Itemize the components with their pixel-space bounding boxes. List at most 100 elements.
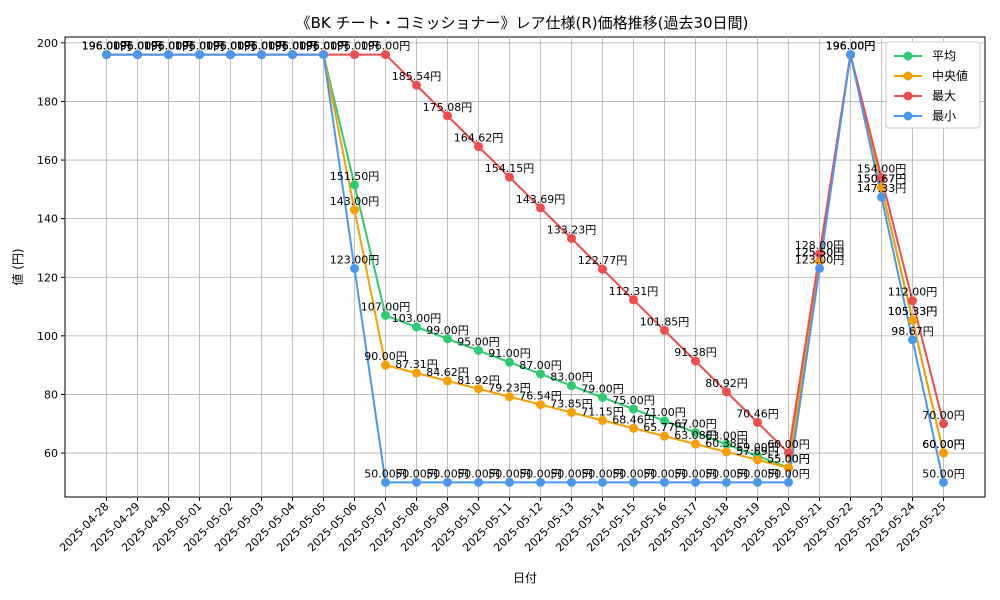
data-label: 196.00円 <box>299 40 349 53</box>
data-label: 105.33円 <box>888 305 938 318</box>
data-point <box>815 249 824 259</box>
data-label: 122.77円 <box>578 254 628 267</box>
data-label: 50.00円 <box>612 467 655 480</box>
series-points <box>102 50 948 487</box>
data-label: 143.00円 <box>330 195 380 208</box>
data-point <box>381 310 390 320</box>
data-label: 83.00円 <box>550 371 593 384</box>
data-point <box>350 263 359 273</box>
data-label: 196.00円 <box>175 40 225 53</box>
data-point <box>877 182 886 192</box>
data-point <box>846 50 855 60</box>
data-point <box>660 416 669 426</box>
data-label: 196.00円 <box>268 40 318 53</box>
y-tick-label: 120 <box>37 271 58 284</box>
data-point <box>474 142 483 152</box>
data-label: 50.00円 <box>767 467 810 480</box>
data-label: 154.00円 <box>857 163 907 176</box>
data-label: 57.69円 <box>736 445 779 458</box>
legend-label: 最大 <box>932 89 956 103</box>
data-label: 65.77円 <box>643 421 686 434</box>
data-point <box>288 50 297 60</box>
data-label: 196.00円 <box>237 40 287 53</box>
data-label: 60.00円 <box>922 438 965 451</box>
data-point <box>350 205 359 215</box>
data-label: 196.00円 <box>268 40 318 53</box>
data-point <box>784 463 793 473</box>
data-label: 143.69円 <box>516 193 566 206</box>
data-label: 196.00円 <box>299 40 349 53</box>
data-label: 55.00円 <box>767 453 810 466</box>
legend-marker <box>903 71 913 81</box>
data-label: 101.85円 <box>640 315 690 328</box>
data-point <box>598 415 607 425</box>
data-label: 50.00円 <box>922 467 965 480</box>
data-point <box>815 256 824 266</box>
data-point <box>660 477 669 487</box>
data-label: 70.46円 <box>736 407 779 420</box>
data-point <box>939 419 948 429</box>
data-point <box>722 439 731 449</box>
data-label: 50.00円 <box>426 467 469 480</box>
data-label: 196.00円 <box>175 40 225 53</box>
data-label: 196.00円 <box>826 40 876 53</box>
data-label: 50.00円 <box>643 467 686 480</box>
data-label: 196.00円 <box>113 40 163 53</box>
x-axis-ticks: 2025-04-282025-04-292025-04-302025-05-01… <box>57 497 949 554</box>
data-point <box>815 263 824 273</box>
data-label: 196.00円 <box>82 40 132 53</box>
data-label: 133.23円 <box>547 223 597 236</box>
data-label: 50.00円 <box>395 467 438 480</box>
data-point <box>350 50 359 60</box>
data-label: 196.00円 <box>826 40 876 53</box>
data-point <box>722 447 731 457</box>
data-point <box>660 325 669 335</box>
data-point <box>443 334 452 344</box>
data-label: 55.00円 <box>767 453 810 466</box>
legend-marker <box>903 91 913 101</box>
data-label: 71.00円 <box>643 406 686 419</box>
data-label: 103.00円 <box>392 312 442 325</box>
data-label: 91.00円 <box>488 347 531 360</box>
data-label: 50.00円 <box>705 467 748 480</box>
data-point <box>102 50 111 60</box>
data-point <box>319 50 328 60</box>
data-point <box>877 173 886 183</box>
data-label: 112.31円 <box>609 285 659 298</box>
data-point <box>536 400 545 410</box>
y-tick-label: 140 <box>37 213 58 226</box>
data-label: 107.00円 <box>361 300 411 313</box>
data-point <box>381 360 390 370</box>
data-label: 50.00円 <box>581 467 624 480</box>
y-axis-label: 値 (円) <box>10 248 25 285</box>
data-label: 125.50円 <box>795 246 845 259</box>
data-label: 196.00円 <box>144 40 194 53</box>
data-point <box>753 477 762 487</box>
data-point <box>629 404 638 414</box>
data-point <box>412 80 421 90</box>
data-point <box>505 172 514 182</box>
data-point <box>474 346 483 356</box>
data-label: 196.00円 <box>144 40 194 53</box>
data-label: 50.00円 <box>488 467 531 480</box>
data-point <box>722 477 731 487</box>
data-label: 95.00円 <box>457 336 500 349</box>
data-label: 196.00円 <box>113 40 163 53</box>
data-label: 105.33円 <box>888 305 938 318</box>
data-label: 84.62円 <box>426 366 469 379</box>
legend-box <box>885 41 981 129</box>
data-point <box>629 477 638 487</box>
data-label: 50.00円 <box>736 467 779 480</box>
y-tick-label: 180 <box>37 95 58 108</box>
data-point <box>660 431 669 441</box>
data-label: 196.00円 <box>82 40 132 53</box>
data-label: 80.92円 <box>705 377 748 390</box>
data-label: 175.08円 <box>423 101 473 114</box>
data-label: 68.46円 <box>612 413 655 426</box>
chart-title: 《BK チート・コミッショナー》レア仕様(R)価格推移(過去30日間) <box>296 14 749 32</box>
data-label: 81.92円 <box>457 374 500 387</box>
legend-marker <box>903 51 913 61</box>
data-point <box>505 392 514 402</box>
x-axis-label: 日付 <box>513 571 537 585</box>
